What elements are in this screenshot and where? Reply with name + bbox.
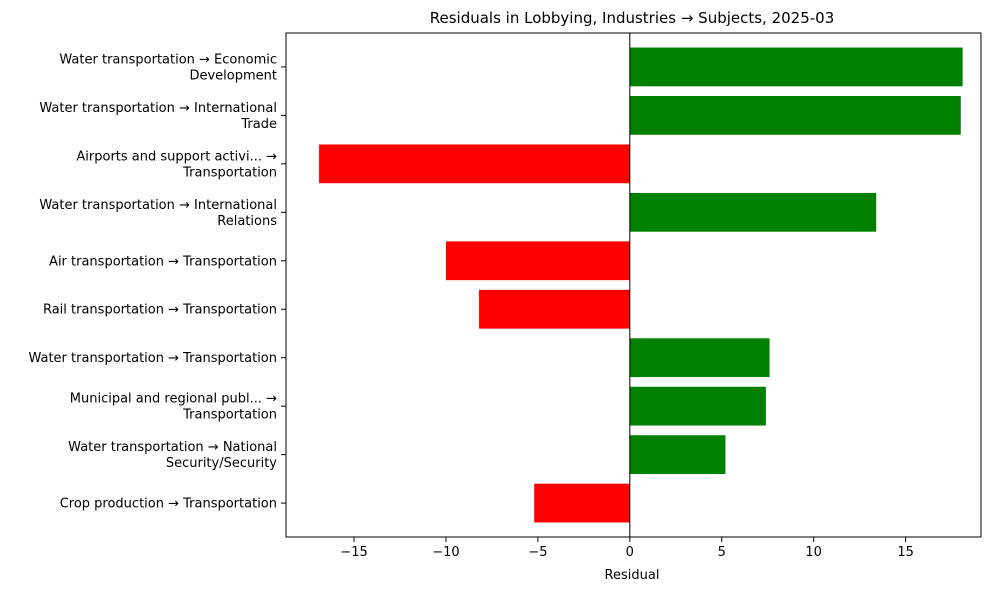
category-label: Development (189, 68, 277, 83)
x-tick-label: −5 (528, 545, 547, 560)
bar (629, 47, 963, 87)
category-label: Transportation (182, 165, 277, 180)
y-axis-ticks: Water transportation → EconomicDevelopme… (28, 52, 286, 512)
bar (445, 241, 630, 281)
x-tick-label: 10 (805, 545, 822, 560)
category-label: Rail transportation → Transportation (43, 303, 277, 318)
bar (629, 338, 770, 378)
category-label: Crop production → Transportation (60, 497, 277, 512)
category-label: Municipal and regional publ... → (70, 392, 277, 407)
category-label: Water transportation → Economic (59, 52, 277, 67)
category-label: Transportation (182, 408, 277, 423)
plot-frame (285, 32, 982, 538)
bar (629, 386, 766, 426)
category-label: Water transportation → International (39, 198, 277, 213)
x-axis-ticks: −15 −10 −5 0 5 10 15 (340, 537, 914, 560)
category-label: Airports and support activi... → (76, 149, 277, 164)
bar (629, 192, 877, 232)
x-tick-label: −15 (340, 545, 367, 560)
bar (479, 289, 630, 329)
x-tick-label: 5 (718, 545, 726, 560)
bar (534, 483, 630, 523)
category-label: Relations (217, 214, 277, 229)
category-label: Water transportation → International (39, 101, 277, 116)
bar (629, 96, 961, 135)
category-label: Security/Security (166, 456, 277, 471)
x-tick-label: −10 (432, 545, 459, 560)
category-label: Water transportation → National (68, 440, 277, 455)
x-tick-label: 0 (626, 545, 634, 560)
x-tick-label: 15 (897, 545, 914, 560)
category-label: Air transportation → Transportation (49, 254, 277, 269)
chart-title: Residuals in Lobbying, Industries → Subj… (430, 9, 835, 27)
category-label: Water transportation → Transportation (28, 351, 277, 366)
category-label: Trade (240, 117, 277, 132)
bars-group (319, 47, 963, 523)
x-axis-label: Residual (605, 568, 660, 583)
bar (319, 144, 630, 184)
bar (629, 435, 726, 474)
